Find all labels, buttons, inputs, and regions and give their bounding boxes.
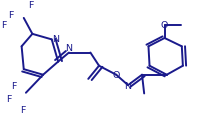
Text: F: F (11, 82, 16, 91)
Text: F: F (8, 11, 13, 20)
Text: O: O (161, 21, 168, 30)
Text: F: F (7, 94, 12, 103)
Text: F: F (20, 105, 25, 114)
Text: N: N (65, 43, 72, 52)
Text: F: F (29, 1, 34, 10)
Text: N: N (52, 35, 59, 44)
Text: O: O (112, 71, 120, 80)
Text: N: N (125, 81, 132, 90)
Text: F: F (1, 20, 7, 29)
